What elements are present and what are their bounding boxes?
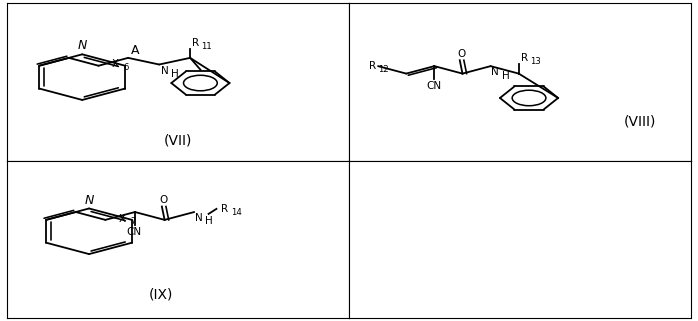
Text: X: X xyxy=(112,59,119,69)
Text: 6: 6 xyxy=(124,63,129,72)
Text: H: H xyxy=(171,69,179,79)
Text: N: N xyxy=(161,66,169,76)
Text: R: R xyxy=(369,61,376,71)
Text: O: O xyxy=(159,195,168,205)
Text: X: X xyxy=(119,213,126,224)
Text: (VII): (VII) xyxy=(164,133,192,147)
Text: (VIII): (VIII) xyxy=(623,114,656,128)
Text: 7: 7 xyxy=(131,217,135,226)
Text: R: R xyxy=(221,204,228,214)
Text: CN: CN xyxy=(127,227,142,237)
Text: R: R xyxy=(521,53,528,63)
Text: H: H xyxy=(502,71,510,81)
Text: H: H xyxy=(205,216,213,226)
Text: 12: 12 xyxy=(378,65,389,74)
Text: (IX): (IX) xyxy=(149,287,173,301)
Text: 11: 11 xyxy=(201,42,211,51)
Text: N: N xyxy=(84,194,94,207)
Text: A: A xyxy=(131,44,140,56)
Text: CN: CN xyxy=(426,82,441,91)
Text: N: N xyxy=(491,67,499,77)
Text: O: O xyxy=(457,49,466,59)
Text: N: N xyxy=(77,39,87,52)
Text: 13: 13 xyxy=(530,57,540,66)
Text: 14: 14 xyxy=(231,207,242,216)
Text: R: R xyxy=(192,38,200,48)
Text: N: N xyxy=(195,213,202,223)
